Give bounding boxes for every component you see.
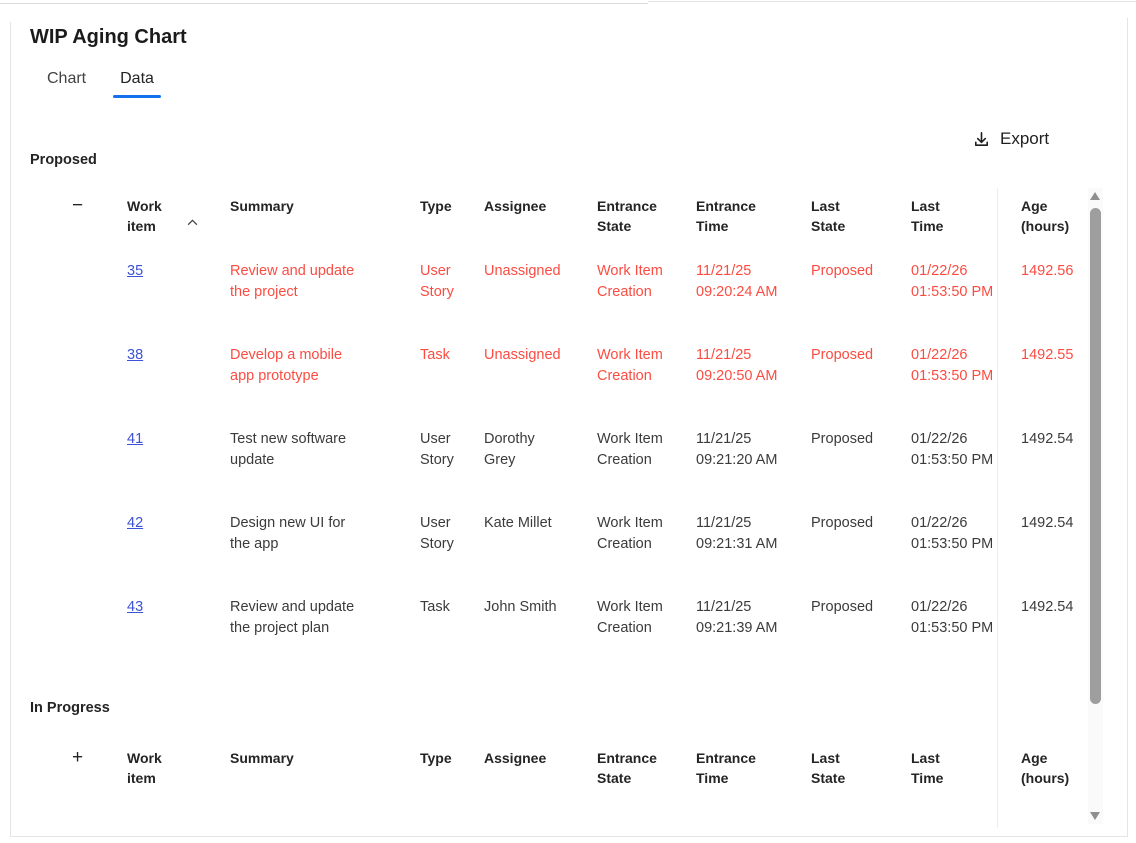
- assignee-cell: Unassigned: [484, 263, 561, 279]
- column-header-assignee[interactable]: Assignee: [484, 198, 547, 214]
- work-item-link[interactable]: 38: [127, 347, 144, 363]
- tab-bar: Chart Data: [44, 70, 161, 98]
- frozen-column-divider: [997, 188, 998, 828]
- summary-cell: Test new software update: [230, 431, 347, 468]
- work-item-link[interactable]: 41: [127, 431, 144, 447]
- type-cell: User Story: [420, 431, 454, 468]
- table-row-cell-id: 42: [127, 507, 230, 591]
- column-header-last-state[interactable]: Last State: [811, 750, 846, 786]
- table-row-cell-id: 43: [127, 591, 230, 675]
- vertical-scrollbar[interactable]: [1088, 188, 1103, 824]
- entrance-time-cell: 11/21/25 09:21:20 AM: [696, 431, 778, 468]
- column-header-work-item[interactable]: Work item: [127, 196, 230, 236]
- last-time-cell: 01/22/26 01:53:50 PM: [911, 431, 994, 468]
- summary-cell: Develop a mobile app prototype: [230, 347, 343, 384]
- work-item-link[interactable]: 35: [127, 263, 144, 279]
- age-cell: 1492.54: [1021, 515, 1074, 531]
- table-row-cell-id: 41: [127, 423, 230, 507]
- export-label: Export: [1000, 129, 1050, 148]
- assignee-cell: Dorothy Grey: [484, 431, 535, 468]
- column-header-type[interactable]: Type: [420, 750, 452, 766]
- type-cell: User Story: [420, 263, 454, 300]
- tab-chart[interactable]: Chart: [44, 70, 89, 98]
- collapse-section-button[interactable]: −: [30, 196, 83, 216]
- entrance-time-cell: 11/21/25 09:21:39 AM: [696, 599, 778, 636]
- entrance-time-cell: 11/21/25 09:21:31 AM: [696, 515, 778, 552]
- table-header-proposed: − Work item Summary Type Assignee Entran…: [30, 196, 1078, 236]
- column-header-last-state[interactable]: Last State: [811, 198, 846, 234]
- border-top-right-segment: [648, 1, 1136, 2]
- assignee-cell: John Smith: [484, 599, 557, 615]
- age-cell: 1492.56: [1021, 263, 1074, 279]
- page-title: WIP Aging Chart: [30, 26, 187, 48]
- entrance-state-cell: Work Item Creation: [597, 515, 663, 552]
- table-row-cell-id: 35: [127, 255, 230, 339]
- age-cell: 1492.54: [1021, 599, 1074, 615]
- border-bottom: [10, 836, 1128, 837]
- entrance-time-cell: 11/21/25 09:20:50 AM: [696, 347, 778, 384]
- column-header-entrance-state[interactable]: Entrance State: [597, 198, 657, 234]
- last-state-cell: Proposed: [811, 347, 874, 363]
- last-state-cell: Proposed: [811, 599, 874, 615]
- column-header-type[interactable]: Type: [420, 198, 452, 214]
- age-cell: 1492.54: [1021, 431, 1074, 447]
- assignee-cell: Kate Millet: [484, 515, 552, 531]
- scroll-up-icon[interactable]: [1090, 192, 1100, 200]
- summary-cell: Review and update the project plan: [230, 599, 355, 636]
- age-cell: 1492.55: [1021, 347, 1074, 363]
- last-state-cell: Proposed: [811, 515, 874, 531]
- border-left: [10, 22, 11, 837]
- entrance-state-cell: Work Item Creation: [597, 599, 663, 636]
- column-header-entrance-time[interactable]: Entrance Time: [696, 750, 756, 786]
- expand-section-button[interactable]: +: [30, 748, 83, 768]
- column-header-work-item[interactable]: Work item: [127, 750, 162, 786]
- work-item-link[interactable]: 43: [127, 599, 144, 615]
- type-cell: Task: [420, 347, 450, 363]
- table-header-in-progress: + Work item Summary Type Assignee Entran…: [30, 748, 1078, 788]
- entrance-state-cell: Work Item Creation: [597, 263, 663, 300]
- last-time-cell: 01/22/26 01:53:50 PM: [911, 515, 994, 552]
- last-time-cell: 01/22/26 01:53:50 PM: [911, 347, 994, 384]
- assignee-cell: Unassigned: [484, 347, 561, 363]
- section-label-proposed: Proposed: [30, 152, 97, 168]
- column-header-last-time[interactable]: Last Time: [911, 198, 944, 234]
- entrance-time-cell: 11/21/25 09:20:24 AM: [696, 263, 778, 300]
- column-header-summary[interactable]: Summary: [230, 750, 294, 766]
- column-header-summary[interactable]: Summary: [230, 198, 294, 214]
- entrance-state-cell: Work Item Creation: [597, 431, 663, 468]
- column-header-age[interactable]: Age (hours): [1021, 198, 1070, 234]
- section-label-in-progress: In Progress: [30, 700, 110, 716]
- scroll-down-icon[interactable]: [1090, 812, 1100, 820]
- border-right: [1127, 18, 1128, 837]
- last-state-cell: Proposed: [811, 263, 874, 279]
- last-time-cell: 01/22/26 01:53:50 PM: [911, 599, 994, 636]
- scrollbar-thumb[interactable]: [1090, 208, 1101, 704]
- chevron-up-icon: [187, 211, 198, 231]
- column-header-last-time[interactable]: Last Time: [911, 750, 944, 786]
- last-time-cell: 01/22/26 01:53:50 PM: [911, 263, 994, 300]
- summary-cell: Review and update the project: [230, 263, 355, 300]
- summary-cell: Design new UI for the app: [230, 515, 346, 552]
- column-header-entrance-state[interactable]: Entrance State: [597, 750, 657, 786]
- table-row-cell-id: 38: [127, 339, 230, 423]
- last-state-cell: Proposed: [811, 431, 874, 447]
- column-header-assignee[interactable]: Assignee: [484, 750, 547, 766]
- column-header-age[interactable]: Age (hours): [1021, 750, 1070, 786]
- table-body-proposed: 35 Review and update the project User St…: [30, 255, 1078, 675]
- type-cell: Task: [420, 599, 450, 615]
- type-cell: User Story: [420, 515, 454, 552]
- download-icon: [972, 130, 991, 149]
- border-top-left-segment: [0, 3, 648, 4]
- work-item-link[interactable]: 42: [127, 515, 144, 531]
- entrance-state-cell: Work Item Creation: [597, 347, 663, 384]
- tab-data[interactable]: Data: [113, 70, 161, 98]
- column-header-entrance-time[interactable]: Entrance Time: [696, 198, 756, 234]
- export-button[interactable]: Export: [972, 129, 1049, 149]
